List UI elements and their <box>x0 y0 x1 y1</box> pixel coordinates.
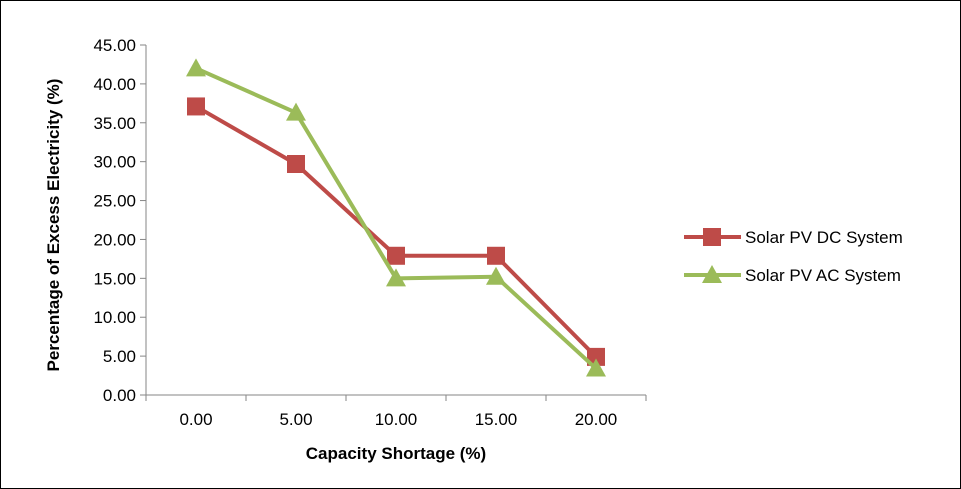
data-point-solar-pv-ac-system <box>386 268 406 287</box>
x-tick-labels: 0.00 5.00 10.00 15.00 20.00 <box>179 410 617 429</box>
y-tick-label: 30.00 <box>93 153 136 172</box>
legend: Solar PV DC System Solar PV AC System <box>684 228 903 285</box>
y-tick-label: 40.00 <box>93 75 136 94</box>
series-solar-pv-dc-system <box>187 97 605 366</box>
x-tick-label: 10.00 <box>375 410 418 429</box>
y-tick-label: 45.00 <box>93 36 136 55</box>
data-point-solar-pv-dc-system <box>187 97 205 116</box>
x-tick-label: 0.00 <box>179 410 212 429</box>
legend-marker <box>703 228 721 246</box>
data-point-solar-pv-ac-system <box>286 102 306 121</box>
data-point-solar-pv-ac-system <box>486 266 506 285</box>
data-point-solar-pv-dc-system <box>487 246 505 265</box>
x-tick-label: 20.00 <box>575 410 618 429</box>
x-tick-label: 5.00 <box>279 410 312 429</box>
data-point-solar-pv-ac-system <box>586 358 606 377</box>
data-point-solar-pv-dc-system <box>387 246 405 265</box>
y-tick-labels: 0.00 5.00 10.00 15.00 20.00 25.00 30.00 35.00 40… <box>93 36 136 405</box>
x-tick-label: 15.00 <box>475 410 518 429</box>
axes <box>140 44 647 401</box>
y-tick-label: 25.00 <box>93 192 136 211</box>
y-tick-label: 35.00 <box>93 114 136 133</box>
y-axis-title: Percentage of Excess Electricity (%) <box>44 79 63 372</box>
legend-label: Solar PV AC System <box>745 266 901 285</box>
series-line-solar-pv-dc-system <box>195 104 598 359</box>
legend-marker <box>702 265 722 283</box>
legend-label: Solar PV DC System <box>745 228 903 247</box>
series-layer <box>186 58 606 377</box>
y-tick-label: 20.00 <box>93 230 136 249</box>
y-tick-label: 5.00 <box>103 347 136 366</box>
series-line-solar-pv-ac-system <box>195 66 598 371</box>
x-axis-title: Capacity Shortage (%) <box>306 444 486 463</box>
y-tick-label: 0.00 <box>103 386 136 405</box>
data-point-solar-pv-dc-system <box>287 155 305 173</box>
y-tick-label: 10.00 <box>93 308 136 327</box>
series-solar-pv-ac-system <box>186 58 606 377</box>
y-tick-label: 15.00 <box>93 269 136 288</box>
data-point-solar-pv-ac-system <box>186 58 206 77</box>
data-point-solar-pv-dc-system <box>587 347 605 366</box>
